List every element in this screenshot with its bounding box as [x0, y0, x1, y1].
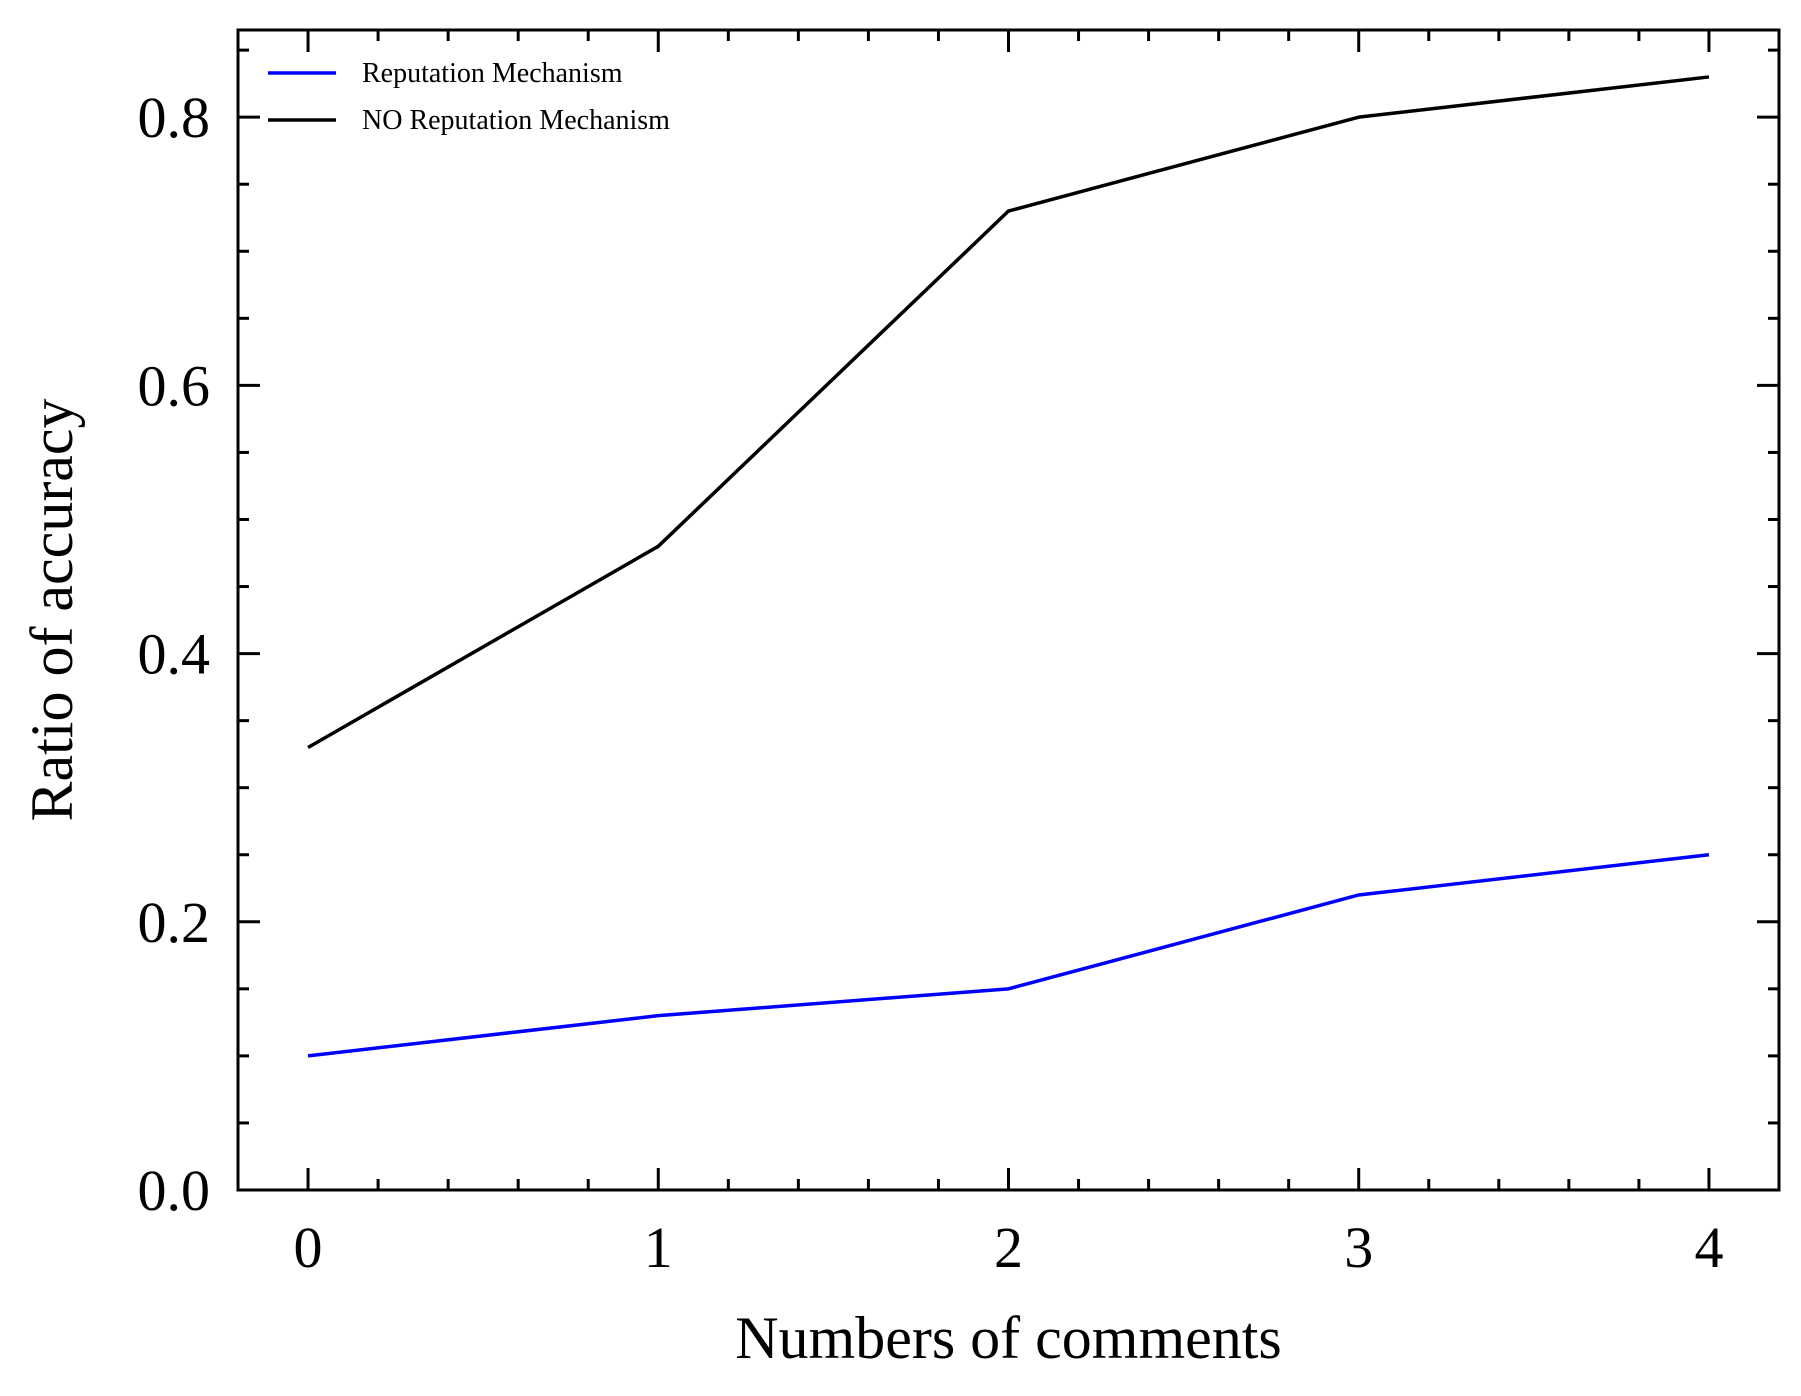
series-line-1 [307, 853, 1710, 1058]
series-line-2 [307, 75, 1710, 749]
x-tick-label: 0 [294, 1215, 323, 1280]
legend: Reputation Mechanism NO Reputation Mechan… [268, 58, 670, 136]
x-tick-label: 4 [1694, 1215, 1723, 1280]
y-tick-label: 0.8 [138, 85, 211, 150]
x-tick-label: 1 [644, 1215, 673, 1280]
x-axis-label: Numbers of comments [735, 1305, 1282, 1371]
legend-label: Reputation Mechanism [362, 58, 623, 89]
y-tick-label: 0.2 [138, 890, 211, 955]
y-tick-label: 0.0 [138, 1158, 211, 1223]
x-tick-label: 3 [1344, 1215, 1373, 1280]
legend-label: NO Reputation Mechanism [362, 105, 670, 136]
axis-ticks [238, 30, 1779, 1192]
y-tick-label: 0.4 [138, 622, 211, 687]
x-tick-label: 2 [994, 1215, 1023, 1280]
series-lines [307, 75, 1710, 1058]
y-axis-label: Ratio of accuracy [19, 398, 85, 821]
plot-frame [236, 28, 1781, 1192]
y-tick-label: 0.6 [138, 353, 211, 418]
tick-labels: 0 1 2 3 4 0.0 0.2 0.4 0.6 0.8 [138, 85, 1724, 1280]
